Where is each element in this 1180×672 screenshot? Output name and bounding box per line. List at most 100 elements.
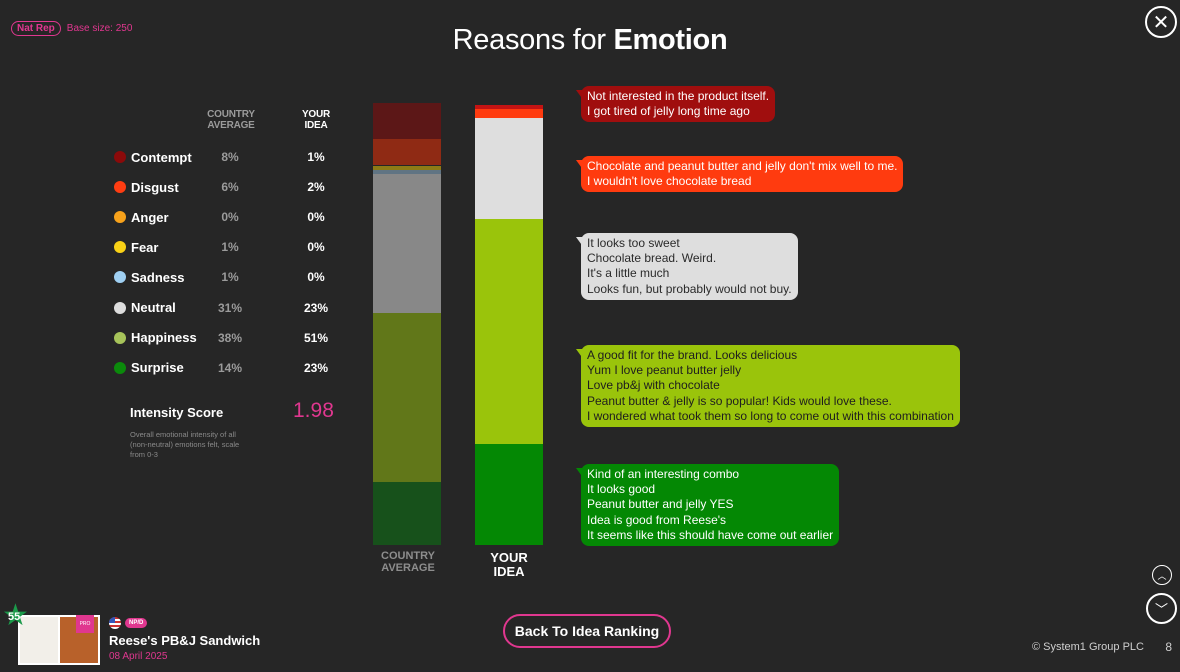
emotion-your-idea: 0% — [307, 240, 325, 255]
bar-segment-neutral — [475, 118, 543, 220]
emotion-dot-icon — [114, 271, 126, 284]
emotion-country-average: 8% — [221, 150, 239, 164]
comment-bubble-contempt: Not interested in the product itself. I g… — [575, 86, 776, 123]
comment-line: A good fit for the brand. Looks deliciou… — [587, 348, 798, 362]
country-average-bar-label: COUNTRY AVERAGE — [381, 550, 435, 574]
bar-segment-disgust — [373, 138, 441, 166]
emotion-your-idea: 51% — [303, 330, 329, 345]
emotion-label: Disgust — [131, 179, 179, 195]
comment-line: Idea is good from Reese's — [587, 512, 727, 527]
bar-segment-disgust — [475, 109, 543, 119]
emotion-dot-icon — [114, 181, 126, 194]
emotion-dot-icon — [114, 211, 126, 224]
thumbnail-badge: PRO — [76, 615, 94, 633]
comment-line: Chocolate and peanut butter and jelly do… — [587, 159, 898, 173]
emotion-dot-icon — [114, 301, 126, 314]
emotion-label: Fear — [131, 239, 159, 255]
copyright: © System1 Group PLC — [1031, 641, 1144, 653]
product-name: Reese's PB&J Sandwich — [109, 633, 261, 648]
bar-segment-happiness — [373, 312, 441, 483]
your-idea-bar-label: YOUR IDEA — [490, 550, 528, 579]
emotion-label: Surprise — [131, 360, 184, 376]
comment-line: Not interested in the product itself. — [587, 89, 770, 103]
emotion-your-idea: 23% — [303, 360, 329, 375]
sample-info: Nat Rep Base size: 250 — [11, 21, 132, 36]
comment-line: It looks good — [587, 482, 656, 497]
comment-line: Looks fun, but probably would not buy. — [587, 281, 792, 296]
comment-bubble-disgust: Chocolate and peanut butter and jelly do… — [575, 156, 904, 193]
bar-segment-surprise — [475, 443, 543, 545]
emotion-your-idea: 2% — [307, 180, 325, 195]
close-icon: ✕ — [1152, 11, 1170, 34]
comment-line: Yum I love peanut butter jelly — [587, 363, 742, 378]
product-thumbnail: PRO — [18, 615, 100, 665]
intensity-description: Overall emotional intensity of all (non-… — [130, 430, 240, 459]
emotion-row-disgust: Disgust 6% 2% — [114, 177, 325, 197]
bar-segment-contempt — [475, 105, 543, 110]
emotion-country-average: 6% — [221, 180, 239, 195]
emotion-label: Sadness — [131, 269, 185, 285]
comment-bubble-surprise: Kind of an interesting combo It looks goo… — [575, 464, 840, 547]
bar-segment-surprise — [373, 482, 441, 545]
your-idea-bar — [475, 105, 543, 545]
page-title: Reasons for Emotion — [0, 24, 1180, 57]
emotion-country-average: 31% — [217, 300, 243, 315]
base-size: Base size: 250 — [66, 23, 133, 34]
emotion-row-anger: Anger 0% 0% — [114, 207, 325, 227]
title-prefix: Reasons for — [452, 24, 614, 56]
emotion-row-sadness: Sadness 1% 0% — [114, 267, 325, 287]
title-emphasis: Emotion — [613, 24, 728, 56]
intensity-value: 1.98 — [293, 399, 334, 422]
comment-line: Peanut butter and jelly YES — [587, 497, 734, 512]
emotion-row-fear: Fear 1% 0% — [114, 237, 325, 257]
comment-bubble-happiness: A good fit for the brand. Looks deliciou… — [576, 345, 960, 428]
emotion-country-average: 1% — [221, 270, 239, 285]
emotion-label: Happiness — [131, 330, 197, 346]
product-type-badge: NP/D — [125, 618, 148, 628]
page-number: 8 — [1165, 640, 1172, 654]
emotion-dot-icon — [114, 331, 126, 344]
chevron-up-icon: ︿ — [1157, 570, 1167, 581]
emotion-your-idea: 0% — [307, 270, 325, 285]
product-card[interactable]: PRO ★ 55 NP/D Reese's PB&J Sandwich 08 A… — [0, 599, 300, 672]
scroll-down-button[interactable]: ﹀ — [1146, 593, 1177, 624]
emotion-your-idea: 0% — [307, 210, 325, 225]
comment-line: Kind of an interesting combo — [587, 467, 740, 481]
product-score: 55 — [8, 611, 21, 623]
intensity-label: Intensity Score — [130, 405, 224, 420]
close-button[interactable]: ✕ — [1145, 6, 1177, 38]
emotion-your-idea: 23% — [303, 300, 329, 315]
bar-segment-fear — [373, 165, 441, 170]
thumbnail-left — [20, 617, 58, 663]
bar-segment-contempt — [373, 103, 441, 139]
emotion-row-neutral: Neutral 31% 23% — [114, 298, 328, 318]
comment-line: Love pb&j with chocolate — [587, 378, 720, 393]
comment-line: I wouldn't love chocolate bread — [587, 174, 752, 189]
emotion-label: Contempt — [131, 149, 192, 165]
country-average-header: COUNTRY AVERAGE — [207, 109, 255, 131]
emotion-row-surprise: Surprise 14% 23% — [114, 358, 328, 378]
star-icon: ★ — [2, 599, 29, 632]
comment-bubble-neutral: It looks too sweet Chocolate bread. Weird… — [576, 233, 798, 300]
emotion-row-happiness: Happiness 38% 51% — [114, 328, 328, 348]
emotion-dot-icon — [114, 151, 126, 163]
scroll-up-button[interactable]: ︿ — [1152, 565, 1172, 585]
bar-segment-neutral — [373, 174, 441, 313]
comment-line: I got tired of jelly long time ago — [587, 104, 750, 119]
comment-line: I wondered what took them so long to com… — [587, 408, 954, 423]
comment-line: Peanut butter & jelly is so popular! Kid… — [587, 393, 892, 408]
sample-badge: Nat Rep — [11, 21, 61, 36]
your-idea-header: YOUR IDEA — [301, 109, 331, 131]
comment-line: It seems like this should have come out … — [587, 527, 834, 542]
comment-line: It looks too sweet — [587, 236, 680, 250]
emotion-dot-icon — [114, 241, 126, 254]
emotion-label: Anger — [131, 209, 169, 225]
chevron-down-icon: ﹀ — [1154, 602, 1168, 617]
emotion-country-average: 14% — [217, 360, 243, 375]
back-to-idea-ranking-button[interactable]: Back To Idea Ranking — [503, 614, 671, 648]
emotion-your-idea: 1% — [307, 150, 325, 164]
emotion-country-average: 38% — [217, 330, 243, 345]
emotion-country-average: 1% — [221, 240, 239, 255]
comment-line: Chocolate bread. Weird. — [587, 251, 717, 266]
country-average-bar — [373, 103, 441, 545]
